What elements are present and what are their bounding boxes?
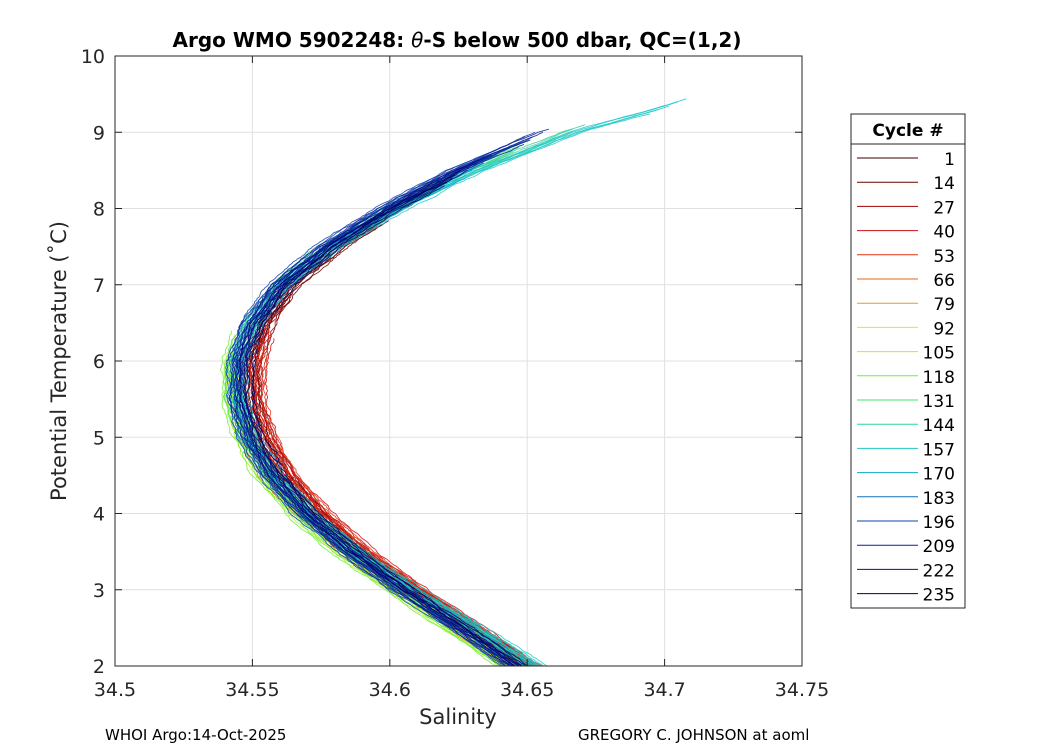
legend-label-131: 131	[923, 392, 955, 412]
series-line-cycle-209	[233, 131, 544, 667]
legend-label-118: 118	[923, 368, 955, 388]
y-tick-label: 2	[93, 656, 105, 678]
y-tick-label: 7	[93, 275, 105, 297]
legend-label-222: 222	[923, 561, 955, 581]
series-line-cycle-235	[244, 177, 523, 667]
legend-label-14: 14	[933, 174, 955, 194]
legend-label-235: 235	[923, 586, 955, 606]
legend-label-170: 170	[923, 465, 955, 485]
footer-left: WHOI Argo:14-Oct-2025	[105, 726, 286, 744]
legend: Cycle # 1 14 27 40 53 66 79 92 105 118 131 144 157 17…	[850, 113, 966, 609]
legend-label-27: 27	[933, 198, 955, 218]
legend-label-92: 92	[933, 319, 955, 339]
x-tick-label: 34.6	[369, 679, 411, 701]
legend-entries: 1 14 27 40 53 66 79 92 105 118 131 144 157 170 183 196 2…	[857, 150, 955, 606]
series-line-cycle-209	[228, 128, 550, 667]
series-line-cycle-40	[264, 338, 542, 667]
x-tick-label: 34.55	[225, 679, 279, 701]
legend-label-144: 144	[923, 416, 955, 436]
y-tick-label: 10	[81, 46, 105, 68]
series-line-cycle-235	[250, 182, 526, 667]
y-tick-label: 3	[93, 580, 105, 602]
footer-right: GREGORY C. JOHNSON at aoml	[578, 726, 809, 744]
x-tick-label: 34.7	[643, 679, 685, 701]
chart-title: Argo WMO 5902248: θ-S below 500 dbar, QC…	[173, 28, 742, 52]
y-tick-label: 8	[93, 199, 105, 221]
x-tick-label: 34.75	[775, 679, 829, 701]
series-lines	[220, 98, 687, 667]
y-tick-label: 9	[93, 122, 105, 144]
axis-ticks: 34.5 34.55 34.6 34.65 34.7 34.75 2 3 4 5 6 7 8 9 10	[81, 46, 829, 701]
x-axis-label: Salinity	[419, 705, 497, 729]
y-tick-label: 5	[93, 427, 105, 449]
legend-label-196: 196	[923, 513, 955, 533]
legend-label-1: 1	[944, 150, 955, 170]
legend-label-157: 157	[923, 440, 955, 460]
legend-title: Cycle #	[872, 121, 943, 141]
series-line-cycle-105	[223, 345, 499, 667]
legend-box	[850, 113, 966, 609]
y-axis-label: Potential Temperature (˚C)	[47, 221, 71, 501]
y-tick-label: 4	[93, 504, 105, 526]
legend-label-40: 40	[933, 223, 955, 243]
legend-label-66: 66	[933, 271, 955, 291]
series-line-cycle-222	[233, 154, 511, 667]
legend-label-79: 79	[933, 295, 955, 315]
series-line-cycle-235	[238, 170, 516, 667]
x-tick-label: 34.65	[500, 679, 554, 701]
legend-label-183: 183	[923, 489, 955, 509]
series-line-cycle-118	[220, 330, 497, 667]
legend-label-53: 53	[933, 247, 955, 267]
legend-label-105: 105	[923, 344, 955, 364]
series-line-cycle-235	[251, 185, 529, 667]
legend-label-209: 209	[923, 537, 955, 557]
x-tick-label: 34.5	[94, 679, 136, 701]
y-tick-label: 6	[93, 351, 105, 373]
